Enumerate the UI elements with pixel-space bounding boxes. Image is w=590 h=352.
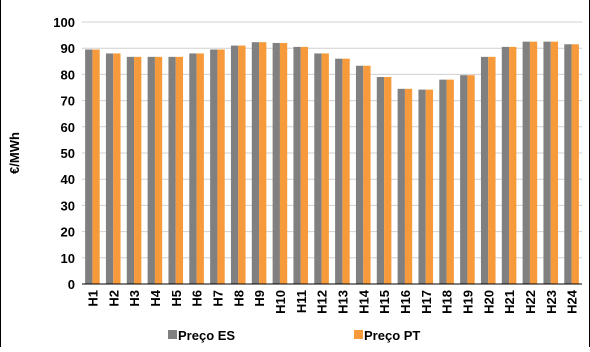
bar-preco-es bbox=[272, 42, 280, 285]
bar-preco-es bbox=[522, 41, 530, 285]
bar-preco-es bbox=[355, 65, 364, 284]
bars bbox=[85, 41, 579, 285]
x-tick-label: H22 bbox=[523, 290, 538, 314]
x-tick-label: H17 bbox=[419, 290, 434, 314]
bar-preco-pt bbox=[425, 89, 434, 284]
bar-preco-es bbox=[293, 46, 301, 284]
y-axis-label: €/MWh bbox=[7, 132, 22, 174]
x-tick-label: H2 bbox=[106, 290, 121, 307]
bar-preco-es bbox=[480, 56, 489, 284]
legend: Preço ES Preço PT bbox=[168, 328, 420, 343]
y-tick-label: 100 bbox=[53, 15, 75, 30]
y-tick-label: 90 bbox=[61, 41, 75, 56]
x-tick-label: H13 bbox=[335, 290, 350, 314]
y-tick-label: 50 bbox=[61, 146, 75, 161]
y-tick-label: 60 bbox=[61, 120, 75, 135]
x-tick-label: H12 bbox=[315, 290, 330, 314]
bar-preco-es bbox=[251, 42, 260, 285]
x-tick-label: H9 bbox=[252, 290, 267, 307]
bar-preco-es bbox=[210, 49, 218, 285]
x-tick-label: H16 bbox=[398, 290, 413, 314]
legend-label-preco-es: Preço ES bbox=[178, 328, 235, 343]
y-tick-label: 0 bbox=[68, 277, 75, 292]
bar-preco-pt bbox=[175, 56, 184, 284]
x-tick-label: H21 bbox=[502, 290, 517, 314]
bar-preco-pt bbox=[238, 45, 246, 284]
bar-preco-pt bbox=[217, 49, 225, 285]
x-tick-label: H3 bbox=[127, 290, 142, 307]
bar-preco-es bbox=[501, 46, 510, 284]
x-tick-label: H14 bbox=[356, 289, 371, 314]
x-tick-label: H18 bbox=[440, 290, 455, 314]
x-tick-label: H8 bbox=[231, 290, 246, 307]
x-tick-label: H11 bbox=[294, 290, 309, 313]
bar-preco-pt bbox=[134, 56, 142, 284]
bar-preco-es bbox=[564, 44, 572, 284]
bar-preco-pt bbox=[550, 41, 559, 285]
bar-preco-pt bbox=[571, 44, 579, 284]
bar-preco-es bbox=[189, 53, 197, 284]
y-tick-label: 70 bbox=[61, 94, 75, 109]
bar-preco-pt bbox=[509, 46, 517, 284]
x-tick-label: H4 bbox=[148, 289, 163, 306]
gridlines bbox=[82, 21, 582, 259]
bar-preco-pt bbox=[300, 46, 309, 284]
bar-preco-es bbox=[105, 53, 114, 284]
x-tick-label: H7 bbox=[210, 290, 225, 307]
bar-preco-pt bbox=[342, 58, 350, 285]
bar-preco-es bbox=[126, 56, 135, 284]
x-tick-label: H19 bbox=[460, 290, 475, 314]
bar-preco-pt bbox=[529, 41, 538, 285]
y-tick-label: 20 bbox=[61, 225, 75, 240]
bar-preco-es bbox=[460, 75, 468, 284]
x-tick-label: H24 bbox=[565, 289, 580, 314]
bar-preco-es bbox=[85, 49, 93, 285]
bar-preco-pt bbox=[363, 65, 371, 284]
bar-preco-es bbox=[230, 45, 239, 284]
bar-preco-pt bbox=[446, 79, 454, 284]
bar-preco-pt bbox=[113, 53, 121, 284]
x-tick-label: H10 bbox=[273, 290, 288, 314]
y-tick-label: 30 bbox=[61, 198, 75, 213]
bar-preco-pt bbox=[467, 75, 475, 284]
x-tick-label: H5 bbox=[169, 290, 184, 307]
bar-preco-pt bbox=[321, 53, 329, 284]
bar-preco-pt bbox=[279, 42, 288, 285]
x-tick-label: H20 bbox=[481, 290, 496, 314]
y-tick-label: 80 bbox=[61, 67, 75, 82]
bar-preco-es bbox=[439, 79, 447, 284]
legend-swatch-preco-es bbox=[168, 330, 177, 339]
x-tick-label: H1 bbox=[85, 290, 100, 307]
bar-preco-pt bbox=[196, 53, 204, 284]
bar-preco-pt bbox=[384, 77, 392, 285]
bar-preco-pt bbox=[404, 88, 413, 284]
bar-preco-es bbox=[335, 58, 343, 285]
bar-preco-pt bbox=[92, 49, 100, 285]
y-axis-ticks: 0 10 20 30 40 50 60 70 80 90 100 bbox=[53, 15, 75, 292]
bar-preco-es bbox=[397, 88, 405, 284]
bar-preco-pt bbox=[488, 56, 496, 284]
bar-preco-es bbox=[147, 56, 155, 284]
bar-preco-es bbox=[314, 53, 322, 284]
legend-label-preco-pt: Preço PT bbox=[364, 328, 420, 343]
bar-preco-pt bbox=[259, 42, 267, 285]
bar-preco-es bbox=[376, 77, 385, 285]
bar-preco-es bbox=[543, 41, 551, 285]
bar-preco-es bbox=[168, 56, 176, 284]
x-axis-ticks: H1 H2 H3 H4 H5 H6 H7 H8 H9 H10 H11 H12 H13 H14 H15 H16 H… bbox=[85, 289, 579, 314]
bar-preco-pt bbox=[154, 56, 163, 284]
y-tick-label: 10 bbox=[61, 251, 75, 266]
bar-preco-es bbox=[418, 89, 426, 284]
legend-swatch-preco-pt bbox=[354, 330, 363, 339]
y-tick-label: 40 bbox=[61, 172, 75, 187]
x-tick-label: H6 bbox=[190, 290, 205, 307]
x-tick-label: H15 bbox=[377, 290, 392, 314]
x-tick-label: H23 bbox=[544, 290, 559, 314]
